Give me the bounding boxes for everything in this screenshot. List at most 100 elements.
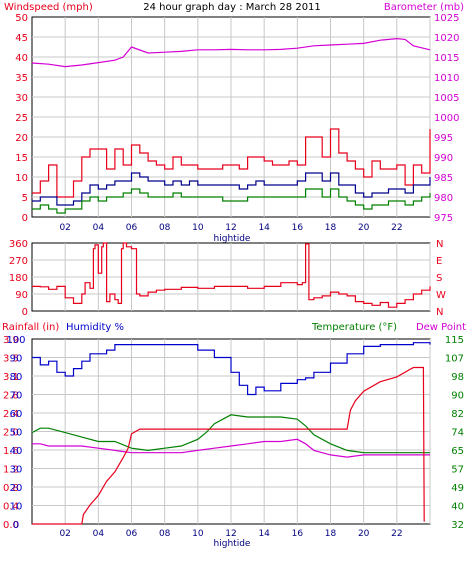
y-tick-label: 360 <box>9 239 28 250</box>
direction-degree-ticks: 0 90 180 270 360 <box>9 239 28 318</box>
y-tick-label: 40 <box>15 53 28 64</box>
y-tick-label: 115 <box>445 335 464 346</box>
y-tick-label: 15 <box>15 153 28 164</box>
y-tick-label: 0 <box>13 520 19 531</box>
y-tick-label: 70 <box>10 391 23 402</box>
y-tick-label: 40 <box>451 502 464 513</box>
climate-x-ticks: 02 04 06 08 10 12 14 16 18 20 22 <box>59 529 402 539</box>
x-tick-label: 20 <box>358 529 370 539</box>
y-tick-label: 985 <box>434 173 453 184</box>
x-tick-label: 14 <box>258 529 270 539</box>
wind-series <box>31 37 431 214</box>
y-tick-label: 65 <box>451 446 464 457</box>
y-tick-label: 98 <box>451 372 464 383</box>
y-tick-label: 5 <box>22 193 28 204</box>
temperature-axis-label: Temperature (°F) <box>311 322 397 333</box>
y-tick-label: 35 <box>15 73 28 84</box>
y-tick-label: 90 <box>10 354 23 365</box>
wind_low-line <box>32 188 431 214</box>
wind-barometer-panel: Windspeed (mph) 24 hour graph day : Marc… <box>4 2 464 244</box>
windspeed-ticks: 0 5 10 15 20 25 30 35 40 45 50 <box>15 13 28 224</box>
barometer-axis-label: Barometer (mb) <box>384 2 464 13</box>
y-tick-label: 40 <box>10 446 23 457</box>
direction-line <box>32 242 431 308</box>
wind-x-note: hightide <box>214 234 251 244</box>
y-tick-label: 50 <box>10 428 23 439</box>
y-tick-label: 45 <box>15 33 28 44</box>
y-tick-label: 980 <box>434 193 453 204</box>
x-tick-label: 22 <box>391 529 402 539</box>
barometer-ticks: 975 980 985 990 995 1000 1005 1010 1015 1020 1025 <box>434 13 459 224</box>
dewpoint-axis-label: Dew Point <box>416 322 466 333</box>
y-tick-label: 30 <box>10 465 23 476</box>
y-tick-label: 82 <box>451 409 464 420</box>
y-tick-label: 0 <box>22 213 28 224</box>
y-tick-label: 30 <box>15 93 28 104</box>
humidity-line <box>32 342 431 396</box>
y-tick-label: 2.0 <box>3 428 19 439</box>
y-tick-label: 32 <box>451 520 464 531</box>
y-tick-label: S <box>436 273 442 284</box>
y-tick-label: 0.4 <box>3 502 19 513</box>
x-tick-label: 04 <box>93 223 105 233</box>
y-tick-label: N <box>436 239 443 250</box>
y-tick-label: 60 <box>10 409 23 420</box>
x-tick-label: 22 <box>391 223 402 233</box>
x-tick-label: 06 <box>126 223 138 233</box>
y-tick-label: 990 <box>434 153 453 164</box>
wind_avg-line <box>32 172 431 206</box>
x-tick-label: 16 <box>292 529 304 539</box>
gust-line <box>32 128 431 198</box>
y-tick-label: 10 <box>15 173 28 184</box>
rainfall-ticks: 0.0 0.4 0.8 1.2 1.6 2.0 2.4 2.8 3.1 3.5 3.9 <box>3 335 19 531</box>
x-tick-label: 10 <box>192 223 204 233</box>
y-tick-label: 1015 <box>434 53 459 64</box>
y-tick-label: 100 <box>6 335 25 346</box>
x-tick-label: 14 <box>258 223 270 233</box>
y-tick-label: 0 <box>22 307 28 318</box>
x-tick-label: 06 <box>126 529 138 539</box>
y-tick-label: 180 <box>9 273 28 284</box>
y-tick-label: 1000 <box>434 113 459 124</box>
x-tick-label: 12 <box>225 223 236 233</box>
y-tick-label: 3.9 <box>3 335 19 346</box>
y-tick-label: W <box>436 290 446 301</box>
rainfall-axis-label: Rainfall (in) <box>2 322 59 333</box>
humidity-axis-label: Humidity % <box>66 322 124 333</box>
y-tick-label: 2.4 <box>3 409 19 420</box>
x-tick-label: 10 <box>192 529 204 539</box>
y-tick-label: 50 <box>15 13 28 24</box>
x-tick-label: 08 <box>159 223 171 233</box>
y-tick-label: 3.1 <box>3 372 19 383</box>
y-tick-label: 10 <box>10 502 23 513</box>
y-tick-label: 1025 <box>434 13 459 24</box>
y-tick-label: 1005 <box>434 93 459 104</box>
y-tick-label: 80 <box>10 372 23 383</box>
y-tick-label: 2.8 <box>3 391 19 402</box>
y-tick-label: 3.5 <box>3 354 19 365</box>
climate-panel: Rainfall (in) Humidity % Temperature (°F… <box>2 322 466 549</box>
y-tick-label: 25 <box>15 113 28 124</box>
x-tick-label: 02 <box>59 223 70 233</box>
climate-x-note: hightide <box>214 539 251 549</box>
y-tick-label: 1.2 <box>3 465 19 476</box>
x-tick-label: 12 <box>225 529 236 539</box>
y-tick-label: 1.6 <box>3 446 19 457</box>
y-tick-label: 57 <box>451 465 464 476</box>
y-tick-label: 90 <box>451 391 464 402</box>
rainfall-line <box>32 366 425 525</box>
y-tick-label: 0.0 <box>3 520 19 531</box>
y-tick-label: 975 <box>434 213 453 224</box>
x-tick-label: 08 <box>159 529 171 539</box>
climate-gridlines <box>32 339 431 524</box>
x-tick-label: 20 <box>358 223 370 233</box>
x-tick-label: 04 <box>93 529 105 539</box>
x-tick-label: 16 <box>292 223 304 233</box>
x-tick-label: 18 <box>325 529 337 539</box>
wind-x-ticks: 02 04 06 08 10 12 14 16 18 20 22 <box>59 223 402 233</box>
y-tick-label: 0.8 <box>3 483 19 494</box>
y-tick-label: E <box>436 256 442 267</box>
